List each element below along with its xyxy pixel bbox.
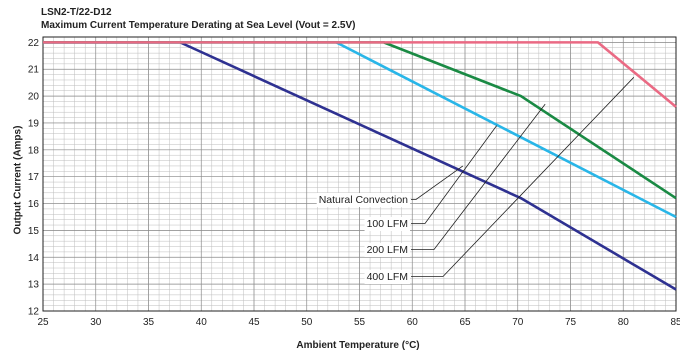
x-tick-label: 30: [90, 317, 102, 328]
x-tick-label: 60: [407, 317, 419, 328]
x-axis-label: Ambient Temperature (°C): [296, 340, 420, 351]
annotation-label: 400 LFM: [367, 271, 408, 283]
annotation-label-background: [364, 217, 410, 231]
chart-subtitle: Maximum Current Temperature Derating at …: [41, 20, 356, 31]
x-tick-label: 40: [196, 317, 208, 328]
y-tick-label: 14: [28, 253, 40, 264]
x-tick-label: 25: [37, 317, 49, 328]
y-tick-label: 22: [28, 38, 40, 49]
y-tick-label: 21: [28, 65, 40, 76]
x-tick-label: 50: [301, 317, 313, 328]
annotation-label: 100 LFM: [367, 218, 408, 230]
y-tick-label: 19: [28, 118, 40, 129]
x-tick-label: 55: [354, 317, 366, 328]
y-tick-label: 13: [28, 280, 40, 291]
annotation-label-background: [364, 243, 410, 257]
x-tick-label: 35: [143, 317, 155, 328]
x-tick-label: 80: [618, 317, 630, 328]
plot-frame: [42, 36, 677, 312]
annotation-label-background: [364, 270, 410, 284]
y-tick-label: 15: [28, 226, 40, 237]
annotation-leader-line: [411, 165, 464, 200]
annotation-leader-line: [411, 77, 635, 277]
annotation-label: Natural Convection: [319, 194, 408, 206]
y-tick-label: 18: [28, 145, 40, 156]
annotation-label: 200 LFM: [367, 244, 408, 256]
y-tick-label: 17: [28, 172, 40, 183]
y-tick-label: 16: [28, 199, 40, 210]
x-tick-label: 75: [565, 317, 577, 328]
x-tick-label: 65: [459, 317, 471, 328]
x-tick-label: 70: [512, 317, 524, 328]
x-tick-label: 85: [670, 317, 680, 328]
chart-title: LSN2-T/22-D12: [41, 7, 112, 18]
x-tick-label: 45: [248, 317, 260, 328]
series-line: [43, 41, 677, 108]
y-tick-label: 20: [28, 92, 40, 103]
annotation-label-background: [316, 193, 411, 207]
annotation-leader-line: [411, 103, 546, 250]
y-tick-label: 12: [28, 307, 40, 318]
annotation-leader-line: [411, 125, 497, 224]
